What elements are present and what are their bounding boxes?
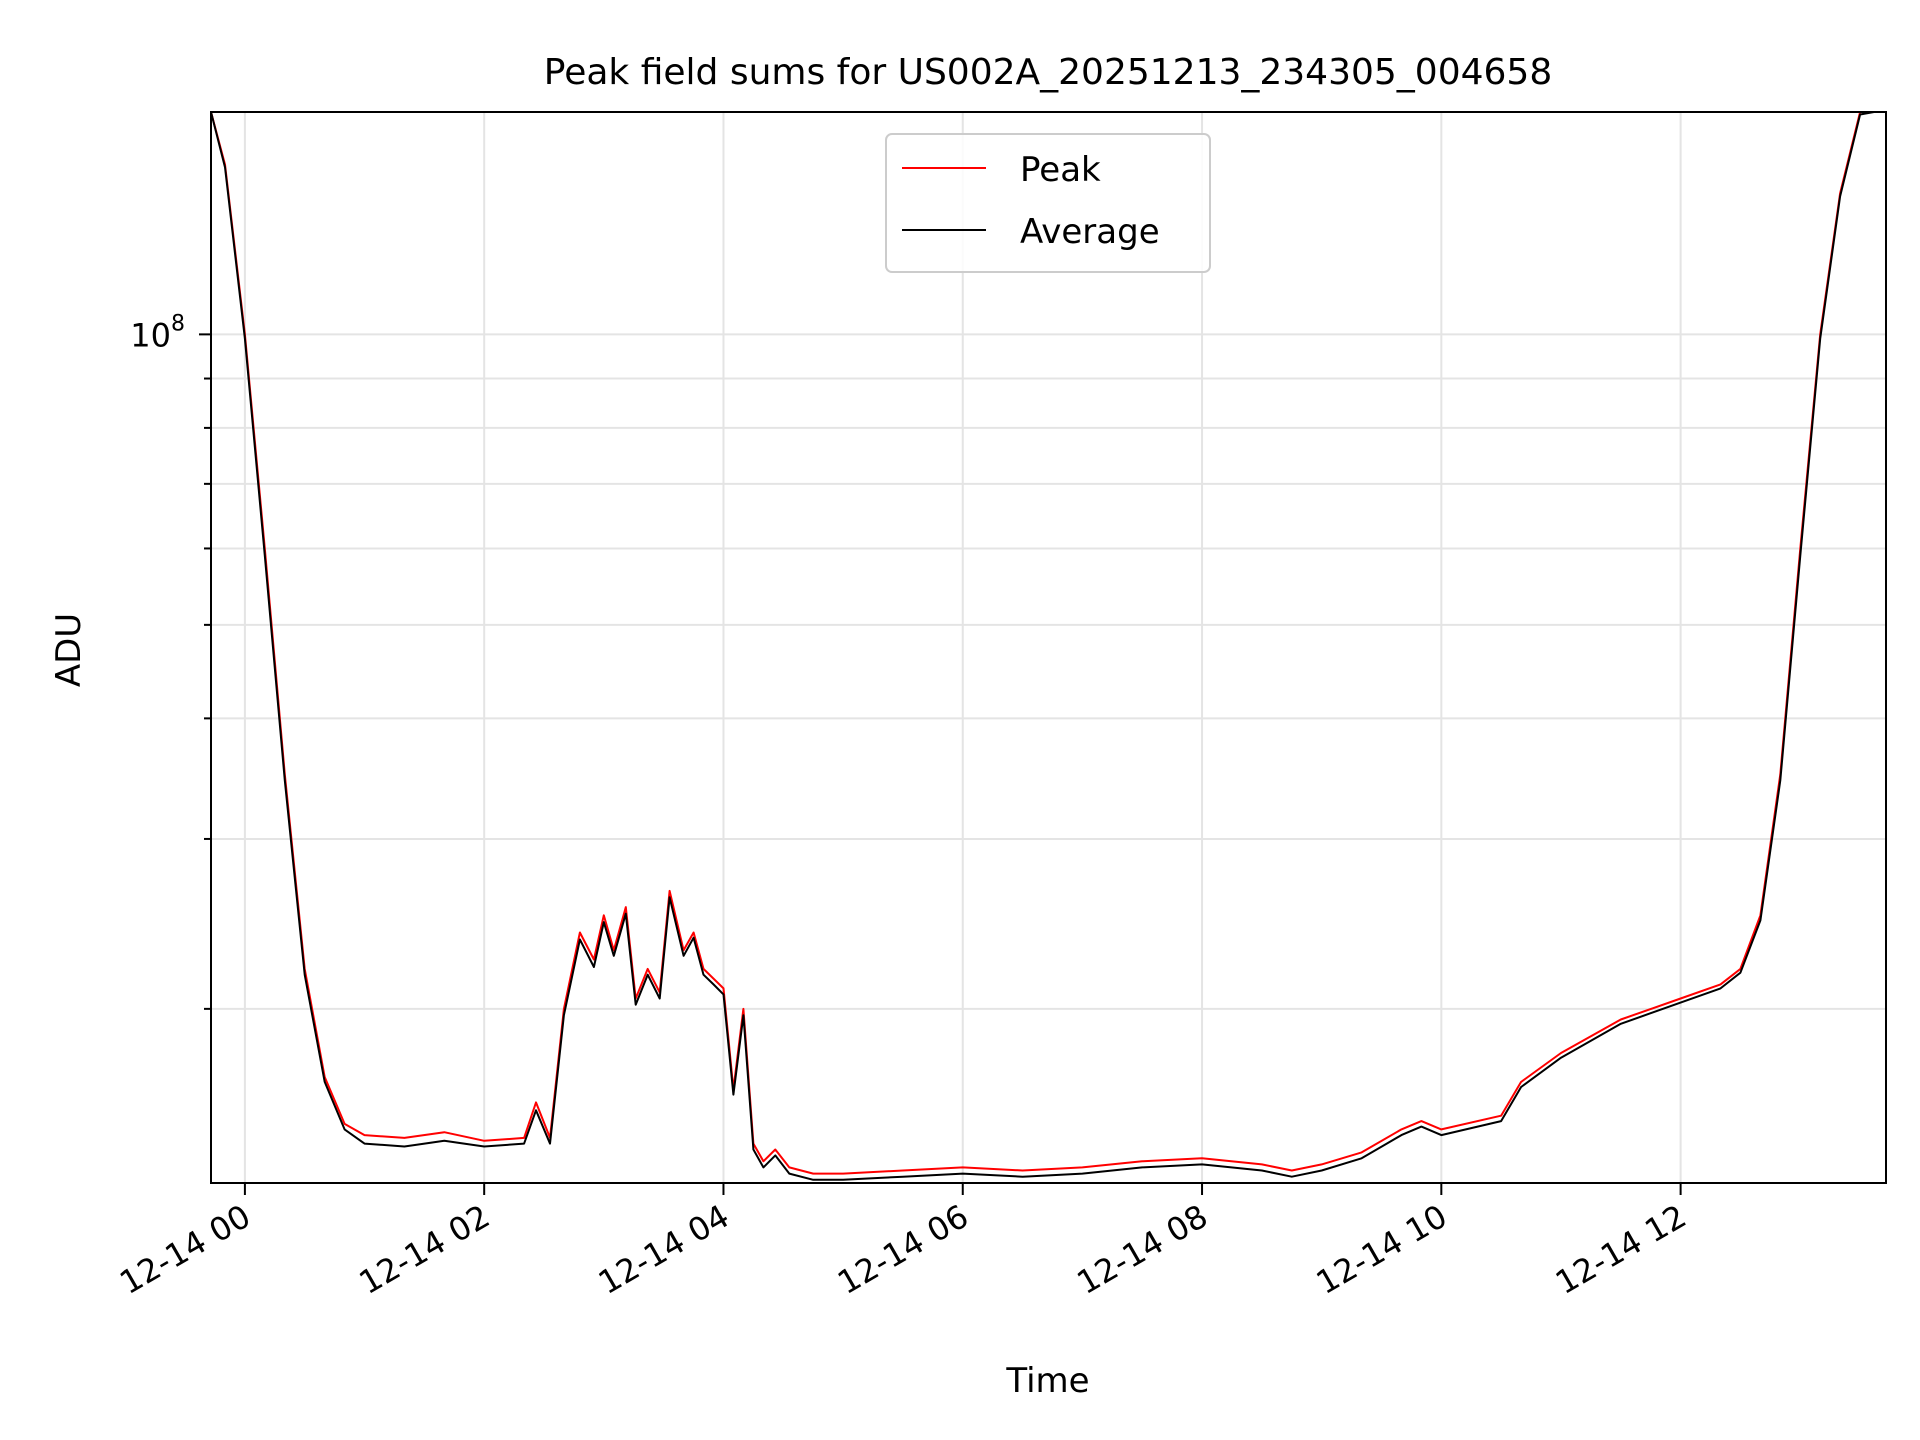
y-axis-label: ADU — [49, 613, 89, 687]
series-layer — [211, 112, 1875, 1181]
legend-average-label: Average — [1020, 212, 1160, 252]
axes-frame — [210, 111, 1887, 1184]
y-tick-label: 108 — [130, 311, 185, 354]
series-line-average — [211, 112, 1875, 1181]
x-axis-label: Time — [1005, 1361, 1089, 1401]
grid — [211, 112, 1886, 1183]
legend-peak-label: Peak — [1020, 150, 1101, 190]
legend: Peak Average — [885, 133, 1211, 273]
chart-title: Peak field sums for US002A_20251213_2343… — [544, 52, 1552, 93]
